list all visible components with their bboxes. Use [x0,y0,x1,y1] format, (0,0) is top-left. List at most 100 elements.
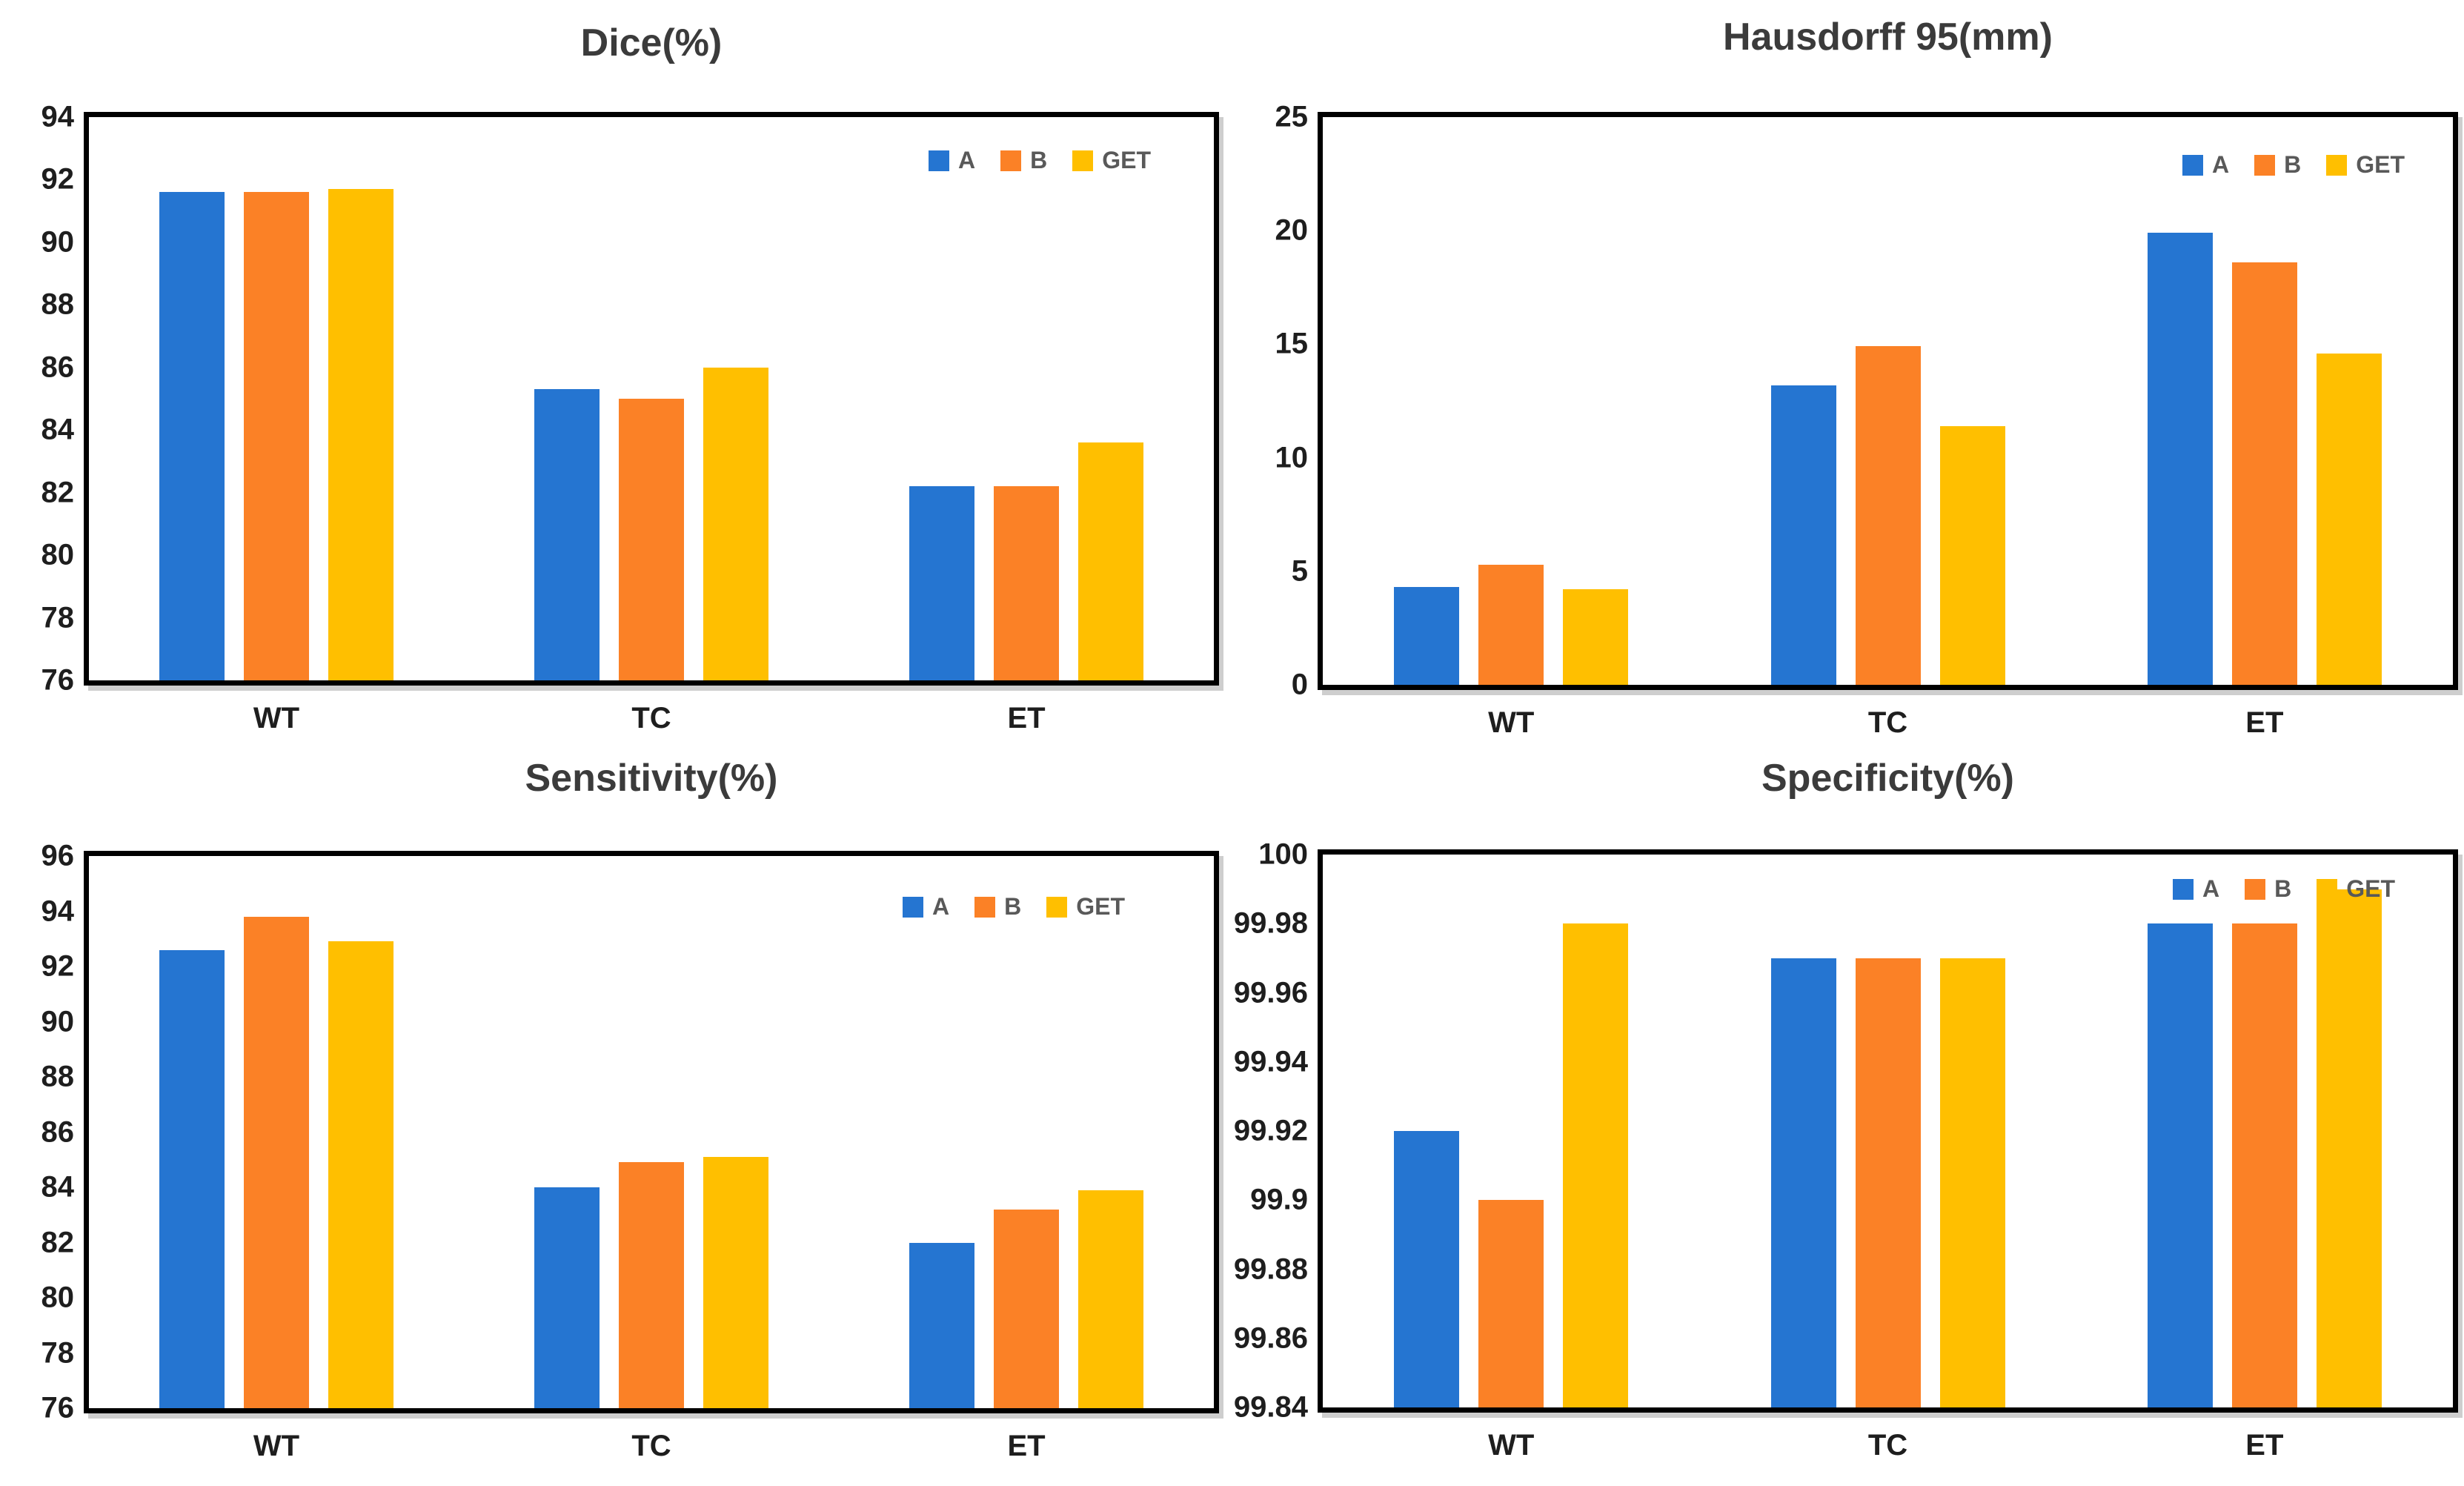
specificity-ytick-100: 100 [1258,837,1308,871]
specificity-ytick-99.92: 99.92 [1233,1114,1308,1147]
hausdorff-legend-item-b: B [2254,151,2301,179]
sensitivity-ytick-78: 78 [41,1336,75,1369]
sensitivity-ytick-76: 76 [41,1391,75,1424]
series-a-swatch [929,150,949,171]
hausdorff-ytick-0: 0 [1291,668,1308,701]
sensitivity-legend-item-b: B [974,893,1021,921]
dice-bar-tc-b [619,399,684,680]
hausdorff-ytick-20: 20 [1275,213,1309,247]
dice-ytick-80: 80 [41,538,75,571]
dice-bar-et-a [909,486,974,680]
sensitivity-legend: A B GET [903,893,1125,921]
specificity-ytick-99.86: 99.86 [1233,1321,1308,1355]
sensitivity-bar-wt-a [159,949,225,1408]
hausdorff-xlabel-et: ET [2245,706,2284,739]
sensitivity-ytick-94: 94 [41,895,75,927]
dice-bar-wt-a [159,192,225,680]
dice-ytick-88: 88 [41,288,75,321]
sensitivity-legend-item-get: GET [1046,893,1125,921]
hausdorff-xlabel-wt: WT [1488,706,1535,739]
dice-legend-item-a: A [929,147,975,174]
dice-legend: A B GET [929,147,1151,174]
dice-xlabel-wt: WT [253,702,300,734]
dice-bar-et-get [1078,442,1143,680]
specificity-legend: A B GET [2173,875,2395,903]
specificity-ytick-99.9: 99.9 [1250,1183,1308,1216]
dice-bar-wt-b [244,192,309,680]
dice-legend-item-get: GET [1072,147,1151,174]
specificity-xlabel-et: ET [2245,1429,2284,1462]
sensitivity-bar-et-a [909,1242,974,1408]
specificity-bar-tc-a [1770,958,1836,1407]
specificity-legend-item-a: A [2173,875,2219,903]
sensitivity-ytick-90: 90 [41,1005,75,1038]
sensitivity-legend-item-a: A [903,893,949,921]
sensitivity-chart-title: Sensitivity(%) [525,757,778,800]
specificity-legend-item-get: GET [2317,875,2395,903]
series-b-label: B [2274,875,2292,902]
hausdorff-chart-title: Hausdorff 95(mm) [1723,16,2053,59]
series-get-label: GET [2356,151,2405,178]
dice-bar-wt-get [328,189,393,680]
dice-ytick-82: 82 [41,476,75,509]
sensitivity-bar-wt-b [244,916,309,1408]
series-a-swatch [903,896,923,918]
hausdorff-bar-et-b [2231,262,2297,685]
dice-xlabel-et: ET [1007,702,1046,734]
hausdorff-bar-tc-b [1855,346,1921,685]
hausdorff-ytick-15: 15 [1275,327,1309,360]
specificity-ytick-99.96: 99.96 [1233,976,1308,1009]
series-b-label: B [1030,147,1048,173]
sensitivity-bar-wt-get [328,941,393,1408]
specificity-bar-wt-b [1478,1200,1544,1407]
hausdorff-bar-wt-get [1563,589,1629,685]
series-get-label: GET [1102,147,1151,173]
sensitivity-ytick-88: 88 [41,1060,75,1093]
specificity-ytick-99.98: 99.98 [1233,906,1308,940]
series-b-label: B [1004,893,1022,920]
specificity-bar-wt-get [1563,923,1629,1407]
hausdorff-bar-wt-a [1394,587,1460,685]
sensitivity-xlabel-et: ET [1007,1430,1046,1462]
specificity-bar-tc-get [1939,958,2005,1407]
sensitivity-ytick-84: 84 [41,1170,75,1204]
specificity-ytick-99.88: 99.88 [1233,1253,1308,1285]
hausdorff-legend-item-a: A [2182,151,2229,179]
dice-ytick-90: 90 [41,225,75,259]
hausdorff-xlabel-tc: TC [1867,706,1908,739]
sensitivity-xlabel-tc: TC [631,1430,671,1462]
dice-xlabel-tc: TC [631,702,671,734]
specificity-ytick-99.84: 99.84 [1233,1390,1308,1424]
specificity-bar-et-get [2316,889,2382,1407]
series-b-swatch [2245,878,2266,900]
dice-plot-area: A B GET [84,112,1219,686]
specificity-legend-item-b: B [2245,875,2291,903]
hausdorff-plot-area: A B GET [1318,112,2458,690]
dice-bar-tc-a [534,389,600,680]
dice-bar-et-b [994,486,1059,680]
dice-ytick-86: 86 [41,351,75,384]
hausdorff-bar-et-get [2316,353,2382,685]
dice-ytick-78: 78 [41,601,75,634]
sensitivity-xlabel-wt: WT [253,1430,300,1462]
sensitivity-ytick-82: 82 [41,1226,75,1258]
specificity-chart-title: Specificity(%) [1761,757,2014,800]
sensitivity-bar-tc-b [619,1162,684,1408]
dice-ytick-76: 76 [41,663,75,697]
hausdorff-legend: A B GET [2182,151,2405,179]
series-b-label: B [2284,151,2302,178]
series-a-label: A [2202,875,2220,902]
series-a-swatch [2173,878,2194,900]
series-get-swatch [2326,154,2348,176]
series-b-swatch [974,896,996,918]
hausdorff-ytick-25: 25 [1275,100,1309,133]
hausdorff-ytick-10: 10 [1275,441,1309,474]
series-a-swatch [2182,154,2203,176]
sensitivity-bar-et-get [1078,1190,1143,1408]
series-get-swatch [1046,896,1068,918]
dice-bar-tc-get [703,367,768,680]
dice-ytick-92: 92 [41,162,75,196]
specificity-xlabel-tc: TC [1867,1429,1908,1462]
hausdorff-bar-tc-a [1770,385,1836,685]
